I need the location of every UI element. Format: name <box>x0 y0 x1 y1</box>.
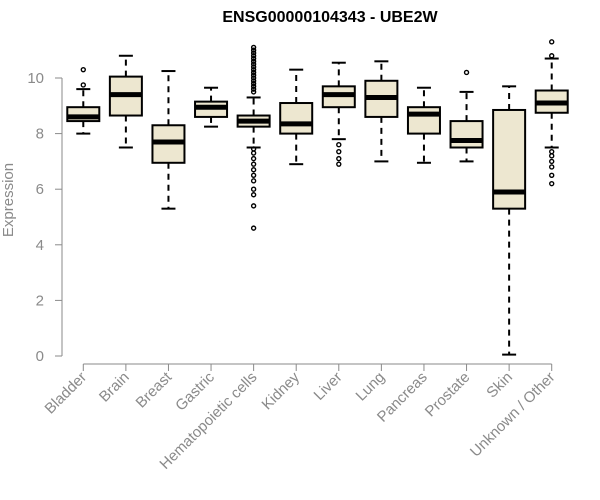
outlier-point <box>549 39 555 45</box>
x-tick-label: Breast <box>133 368 176 411</box>
outlier-point <box>80 82 86 88</box>
outlier-point <box>549 158 555 165</box>
box-lung <box>364 60 399 163</box>
outlier-point <box>250 64 257 70</box>
x-tick-label: Brain <box>96 369 133 406</box>
outlier-point <box>250 150 257 156</box>
iqr-box <box>449 120 484 149</box>
box-hematopoietic-cells <box>236 44 271 231</box>
x-tick-label: Skin <box>483 369 516 402</box>
iqr-box <box>406 106 441 135</box>
outlier-point <box>250 225 257 231</box>
outlier-point <box>463 69 470 76</box>
outlier-point <box>250 55 257 62</box>
box-pancreas <box>406 86 441 164</box>
box-kidney <box>279 68 314 166</box>
outlier-point <box>250 161 257 167</box>
outlier-point <box>250 61 257 67</box>
outlier-point <box>250 83 257 90</box>
x-tick-label: Liver <box>311 369 346 404</box>
outlier-point <box>549 164 555 170</box>
outlier-point <box>250 69 257 76</box>
box-brain <box>108 54 143 149</box>
outlier-point <box>250 172 257 179</box>
y-tick-label: 6 <box>36 181 44 198</box>
outlier-point <box>250 78 257 84</box>
outlier-point <box>336 142 342 148</box>
x-tick-label: Prostate <box>422 369 474 421</box>
outlier-point <box>250 50 257 56</box>
y-tick-label: 0 <box>36 348 44 365</box>
box-unknown-other <box>534 39 569 187</box>
outlier-point <box>250 86 257 92</box>
box-liver <box>321 61 356 167</box>
x-tick-label: Bladder <box>42 369 91 418</box>
box-prostate <box>449 69 484 163</box>
outlier-point <box>336 161 342 167</box>
y-tick-label: 10 <box>27 70 44 87</box>
x-tick-label: Lung <box>353 369 389 405</box>
outlier-point <box>250 58 257 65</box>
outlier-point <box>250 75 257 81</box>
outlier-point <box>250 53 257 59</box>
chart-title: ENSG00000104343 - UBE2W <box>222 9 438 26</box>
box-bladder <box>66 66 101 135</box>
outlier-point <box>250 89 257 95</box>
box-skin <box>492 85 527 356</box>
outlier-point <box>250 72 257 78</box>
outlier-point <box>549 180 555 187</box>
box-series <box>66 39 569 356</box>
outlier-point <box>336 148 342 155</box>
y-tick-label: 8 <box>36 126 44 143</box>
outlier-point <box>250 80 257 87</box>
outlier-point <box>250 44 257 51</box>
outlier-point <box>250 47 257 53</box>
y-axis: 0 2 4 6 8 10 <box>27 70 63 365</box>
y-axis-label: Expression <box>0 163 17 237</box>
outlier-point <box>336 155 342 162</box>
box-gastric <box>194 86 229 128</box>
outlier-point <box>250 146 257 152</box>
outlier-point <box>250 155 257 162</box>
outlier-point <box>80 66 86 73</box>
iqr-box <box>279 102 314 135</box>
outlier-point <box>549 53 555 59</box>
outlier-point <box>549 153 555 159</box>
outlier-point <box>250 186 257 192</box>
outlier-point <box>250 167 257 173</box>
outlier-point <box>250 203 257 209</box>
y-tick-label: 2 <box>36 292 44 309</box>
outlier-point <box>250 66 257 73</box>
outlier-point <box>250 192 257 198</box>
outlier-point <box>549 148 555 155</box>
outlier-point <box>549 172 555 179</box>
box-breast <box>151 70 186 210</box>
x-tick-label: Kidney <box>259 368 304 413</box>
y-tick-label: 4 <box>36 237 44 254</box>
outlier-point <box>250 178 257 184</box>
